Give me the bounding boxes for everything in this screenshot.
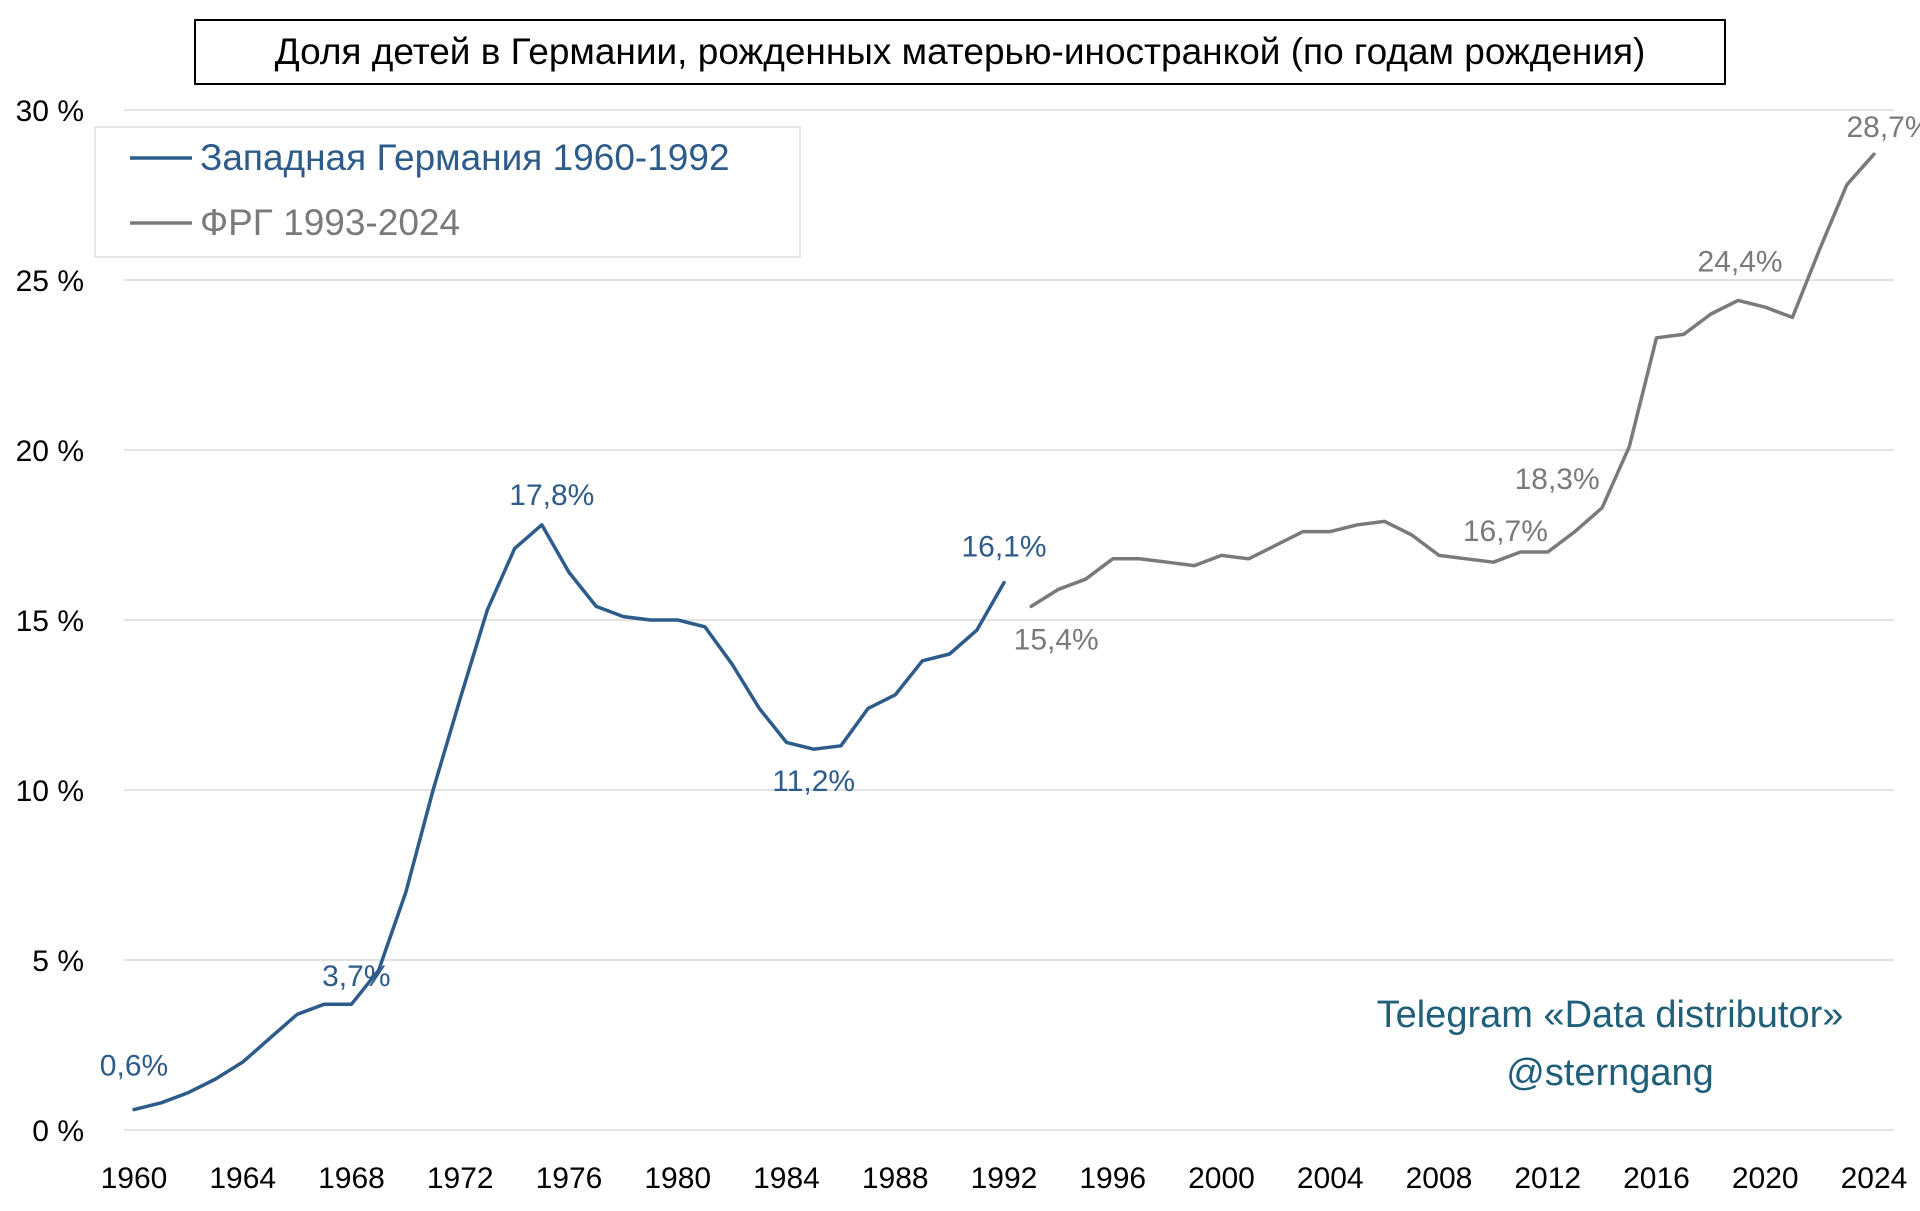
y-tick-label: 20 %	[16, 435, 84, 468]
watermark-line-2: @sterngang	[1506, 1052, 1714, 1094]
x-tick-label: 1968	[318, 1162, 385, 1195]
chart-title: Доля детей в Германии, рожденных матерью…	[194, 19, 1726, 85]
y-tick-label: 0 %	[32, 1115, 84, 1148]
x-tick-label: 2000	[1188, 1162, 1255, 1195]
x-tick-label: 2020	[1732, 1162, 1799, 1195]
data-label: 11,2%	[772, 765, 855, 798]
data-label: 0,6%	[100, 1050, 168, 1083]
series-layer	[132, 152, 1876, 1112]
data-label: 16,7%	[1463, 515, 1548, 548]
legend: Западная Германия 1960-1992 ФРГ 1993-202…	[94, 126, 801, 258]
x-tick-label: 1992	[971, 1162, 1038, 1195]
series-line-frg	[1029, 152, 1876, 609]
x-tick-label: 2024	[1841, 1162, 1908, 1195]
legend-box	[94, 126, 801, 258]
data-label: 24,4%	[1698, 245, 1783, 278]
data-label: 18,3%	[1515, 463, 1600, 496]
y-tick-labels: 0 % 5 % 10 % 15 % 20 % 25 % 30 %	[16, 95, 84, 1148]
x-tick-label: 1984	[753, 1162, 820, 1195]
legend-item-west: Западная Германия 1960-1992	[130, 137, 730, 178]
x-tick-label: 1964	[209, 1162, 276, 1195]
watermark: Telegram «Data distributor» @sterngang	[1377, 994, 1844, 1094]
x-tick-label: 1988	[862, 1162, 929, 1195]
y-tick-label: 10 %	[16, 775, 84, 808]
data-labels: 0,6% 3,7% 17,8% 11,2% 16,1% 15,4% 16,7% 18,3% 24…	[100, 111, 1920, 1082]
x-tick-label: 1980	[644, 1162, 711, 1195]
x-tick-label: 2016	[1623, 1162, 1690, 1195]
y-tick-label: 15 %	[16, 605, 84, 638]
data-label: 15,4%	[1014, 623, 1099, 656]
chart-title-text: Доля детей в Германии, рожденных матерью…	[275, 31, 1646, 72]
y-tick-label: 30 %	[16, 95, 84, 128]
y-tick-label: 25 %	[16, 265, 84, 298]
data-label: 28,7%	[1846, 111, 1920, 144]
x-tick-label: 2004	[1297, 1162, 1364, 1195]
x-tick-label: 1972	[427, 1162, 494, 1195]
x-tick-label: 2008	[1406, 1162, 1473, 1195]
legend-label-frg: ФРГ 1993-2024	[200, 202, 460, 243]
watermark-line-1: Telegram «Data distributor»	[1377, 994, 1844, 1036]
legend-label-west: Западная Германия 1960-1992	[200, 137, 730, 178]
data-label: 16,1%	[961, 531, 1046, 564]
x-tick-labels: 1960 1964 1968 1972 1976 1980 1984 1988 1992 1996…	[101, 1162, 1908, 1195]
data-label: 17,8%	[509, 479, 594, 512]
x-tick-label: 2012	[1514, 1162, 1581, 1195]
chart-title-box	[194, 19, 1726, 85]
data-label: 3,7%	[322, 960, 390, 993]
x-tick-label: 1996	[1079, 1162, 1146, 1195]
legend-item-frg: ФРГ 1993-2024	[130, 202, 460, 243]
y-tick-label: 5 %	[32, 945, 84, 978]
series-line-west	[132, 523, 1006, 1112]
x-tick-label: 1976	[536, 1162, 603, 1195]
grid-layer	[124, 109, 1894, 1131]
x-tick-label: 1960	[101, 1162, 168, 1195]
